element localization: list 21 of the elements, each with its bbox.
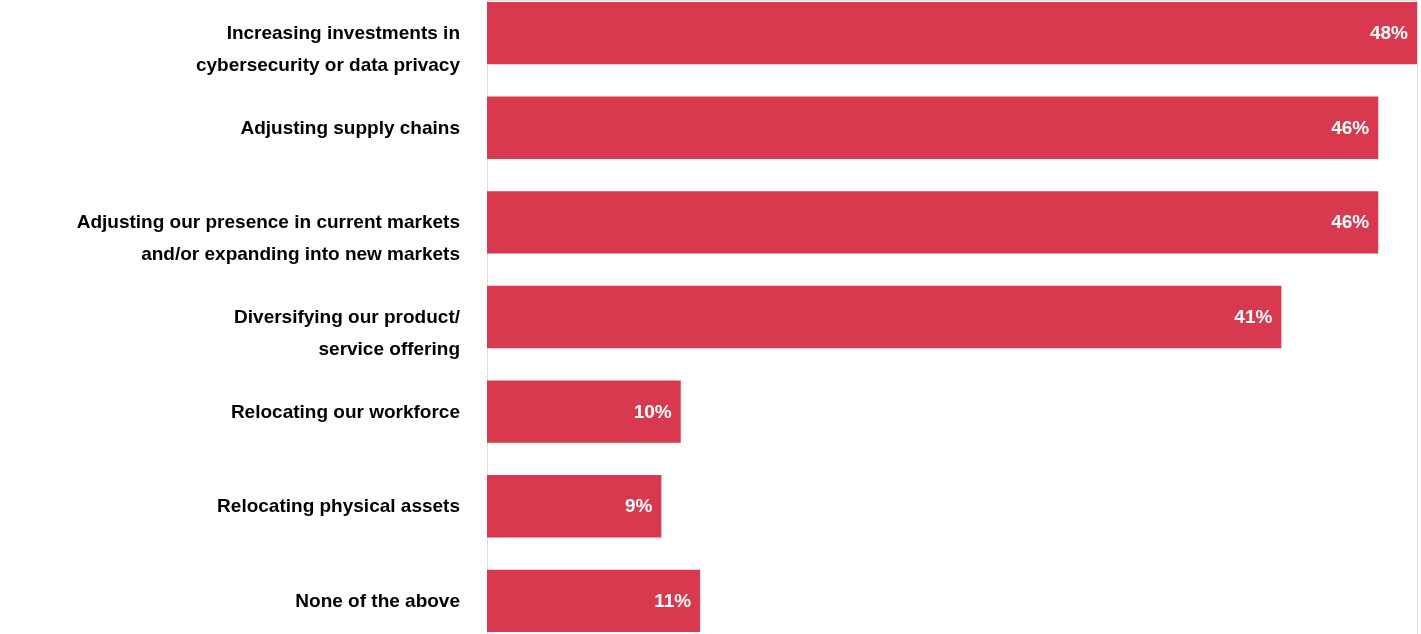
bar <box>487 475 662 538</box>
bar <box>487 1 1417 65</box>
y-tick-label: Adjusting supply chains <box>240 116 460 138</box>
y-tick-label: Diversifying our product/ service offering <box>234 306 461 359</box>
bar <box>487 191 1379 254</box>
data-label: 11% <box>654 589 692 611</box>
y-tick-label: Adjusting our presence in current markets and/or expanding into new markets <box>76 211 460 265</box>
y-tick-label: None of the above <box>295 589 460 611</box>
data-label: 10% <box>633 400 672 422</box>
bar <box>487 380 681 443</box>
data-label: 46% <box>1331 116 1370 138</box>
y-tick-label: Relocating our workforce <box>230 400 460 422</box>
data-label: 9% <box>624 495 653 517</box>
bar <box>487 285 1282 349</box>
y-tick-label: Increasing investments in cybersecurity or data privacy <box>195 22 461 76</box>
data-label: 41% <box>1234 306 1273 327</box>
data-label: 48% <box>1369 22 1409 44</box>
bar <box>487 569 701 633</box>
data-label: 46% <box>1331 211 1370 233</box>
y-tick-label: Relocating physical assets <box>217 495 460 517</box>
bar <box>487 96 1379 159</box>
